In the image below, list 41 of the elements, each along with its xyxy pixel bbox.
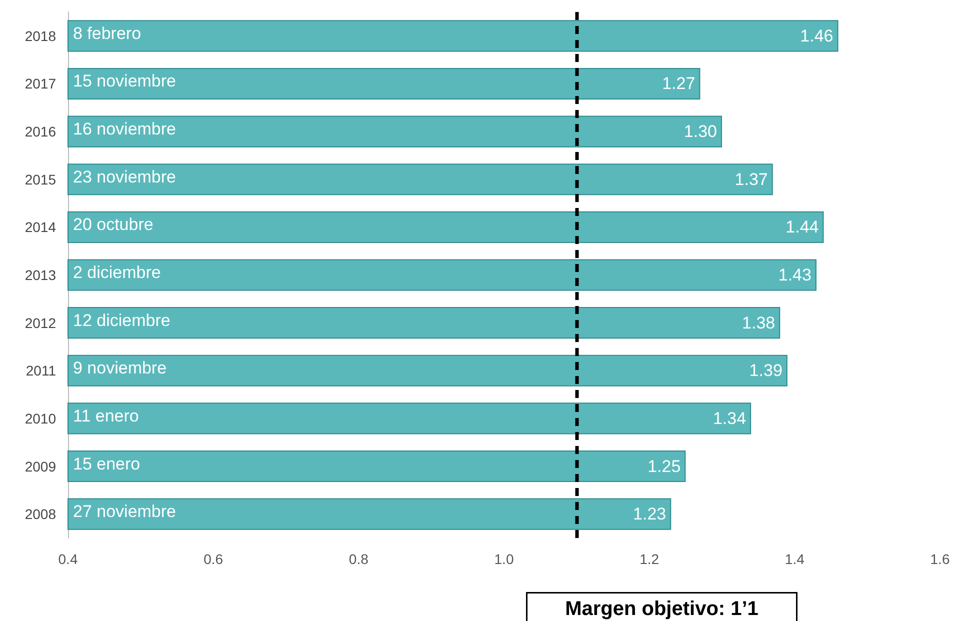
x-tick-label: 1.2 [640,551,660,567]
data-label: 1.30 [684,122,717,142]
x-tick-label: 0.4 [58,551,78,567]
x-tick-label: 0.6 [204,551,224,567]
y-tick-label: 2018 [24,28,56,44]
data-label: 1.37 [734,170,768,189]
annotation: 9 noviembre [73,358,167,378]
x-tick-label: 1.0 [494,551,514,567]
ref-line-label: Margen objetivo: 1’1 [565,598,758,620]
annotation: 2 diciembre [73,263,161,282]
annotation: 23 noviembre [73,167,176,186]
data-label: 1.46 [800,26,834,46]
y-tick-label: 2014 [24,219,56,236]
annotation: 16 noviembre [73,120,176,139]
y-tick-label: 2016 [24,124,56,140]
y-tick-label: 2013 [24,267,56,283]
annotation: 27 noviembre [73,502,176,522]
data-label: 1.38 [742,313,776,332]
x-tick-label: 0.8 [348,551,369,567]
x-tick-label: 1.6 [930,551,950,567]
data-label: 1.39 [749,361,782,380]
y-tick-label: 2017 [24,76,56,92]
annotation: 11 enero [73,406,139,426]
x-tick-label: 1.4 [784,551,805,567]
data-label: 1.23 [633,504,666,524]
annotation: 8 febrero [73,24,142,43]
annotation: 20 octubre [73,215,154,234]
y-tick-label: 2011 [26,362,56,379]
y-tick-label: 2008 [24,506,56,522]
data-label: 1.43 [778,266,812,284]
y-tick-label: 2015 [24,171,56,188]
annotation: 15 enero [73,454,140,474]
annotation: 15 noviembre [73,72,176,91]
y-tick-label: 2012 [24,314,56,331]
data-label: 1.25 [648,456,681,476]
y-tick-label: 2010 [24,410,56,426]
data-label: 1.44 [786,218,819,237]
data-label: 1.27 [662,74,696,94]
y-tick-label: 2009 [24,458,56,474]
data-label: 1.34 [712,408,746,428]
annotation: 12 diciembre [73,310,170,330]
